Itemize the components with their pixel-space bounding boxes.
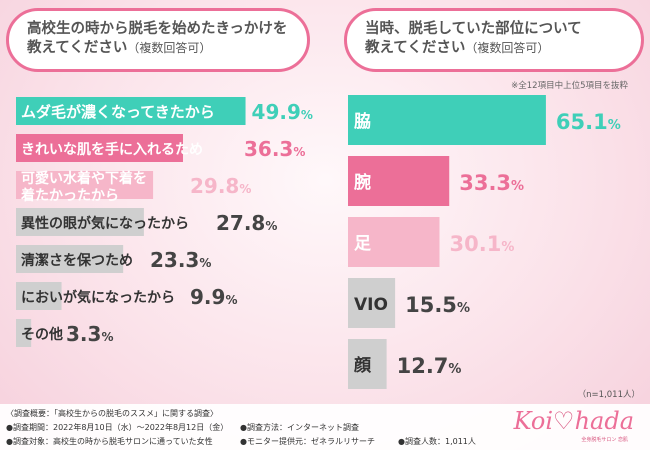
footer: 〈調査概要：「高校生からの脱毛のススメ」に関する調査〉 ●調査期間：2022年8…	[0, 404, 650, 450]
logo-sub: 全身脱毛サロン 恋肌	[581, 437, 628, 443]
logo-part1: Koi	[513, 407, 554, 435]
left-category-label-2: きれいな肌を手に入れるため	[21, 141, 203, 158]
bar-charts: ムダ毛が濃くなってきたから 49.9% きれいな肌を手に入れるため 36.3% 可愛い水…	[16, 95, 621, 389]
right-question-sub: （複数回答可）	[465, 41, 550, 55]
right-bar-1	[348, 95, 546, 145]
left-category-label-3: 可愛い水着や下着を着たかったから	[20, 170, 147, 204]
left-category-label-4: 異性の眼が気になったから	[21, 215, 189, 232]
left-bar-2	[16, 134, 183, 162]
left-value-label-6: 9.9%	[190, 285, 237, 309]
right-bar-2	[348, 156, 450, 206]
right-question-box: 当時、脱毛していた部位について 教えてください（複数回答可）	[344, 8, 644, 72]
right-category-label-4: VIO	[354, 295, 388, 315]
right-category-label-1: 脇	[354, 111, 371, 132]
right-bar-5	[348, 339, 387, 389]
right-category-label-3: 足	[354, 234, 371, 254]
left-question-sub: （複数回答可）	[127, 41, 212, 55]
left-question-box: 高校生の時から脱毛を始めたきっかけを 教えてください（複数回答可）	[6, 8, 310, 72]
right-value-label-3: 30.1%	[450, 232, 515, 256]
right-bar-3	[348, 217, 440, 267]
left-value-label-7: 3.3%	[66, 322, 113, 346]
footer-overview: 〈調査概要：「高校生からの脱毛のススメ」に関する調査〉	[6, 409, 218, 418]
left-value-label-3: 29.8%	[190, 174, 251, 198]
right-bar-4	[348, 278, 396, 328]
footer-method: ●調査方法：インターネット調査	[240, 423, 359, 432]
note: ※全12項目中上位5項目を抜粋	[511, 81, 628, 91]
right-category-label-5: 顔	[353, 355, 372, 376]
koihada-logo: Koi♡hada	[513, 407, 634, 435]
left-bar-1	[16, 97, 246, 125]
left-bar-5	[16, 245, 124, 273]
right-value-label-2: 33.3%	[459, 171, 524, 195]
right-value-label-1: 65.1%	[556, 110, 621, 134]
right-value-label-4: 15.5%	[405, 293, 470, 317]
left-question-line2: 教えてください	[27, 40, 128, 56]
right-category-label-2: 腕	[354, 172, 371, 193]
right-question-line2: 教えてください	[365, 40, 466, 56]
right-value-label-5: 12.7%	[397, 354, 462, 378]
footer-provider: ●モニター提供元：ゼネラルリサーチ	[240, 437, 375, 446]
left-bar-3	[16, 171, 154, 199]
left-category-label-7: その他	[21, 326, 63, 343]
left-bar-6	[16, 282, 62, 310]
logo-part2: hada	[574, 407, 634, 435]
left-bar-7	[16, 319, 32, 347]
footer-period: ●調査期間：2022年8月10日（水）〜2022年8月12日（金）	[6, 423, 229, 432]
left-value-label-4: 27.8%	[216, 211, 277, 235]
left-value-label-1: 49.9%	[252, 100, 313, 124]
left-bar-4	[16, 208, 144, 236]
left-question-line1: 高校生の時から脱毛を始めたきっかけを	[27, 21, 288, 37]
left-category-label-6: においが気になったから	[21, 289, 175, 306]
footer-target: ●調査対象：高校生の時から脱毛サロンに通っていた女性	[6, 437, 213, 446]
footer-count: ●調査人数：1,011人	[398, 437, 476, 446]
sample-size: （n=1,011人）	[577, 390, 640, 400]
left-category-label-1: ムダ毛が濃くなってきたから	[21, 103, 215, 121]
left-value-label-5: 23.3%	[150, 248, 211, 272]
left-category-label-5: 清潔さを保つため	[21, 252, 133, 269]
left-value-label-2: 36.3%	[244, 137, 305, 161]
right-question-line1: 当時、脱毛していた部位について	[365, 21, 582, 37]
